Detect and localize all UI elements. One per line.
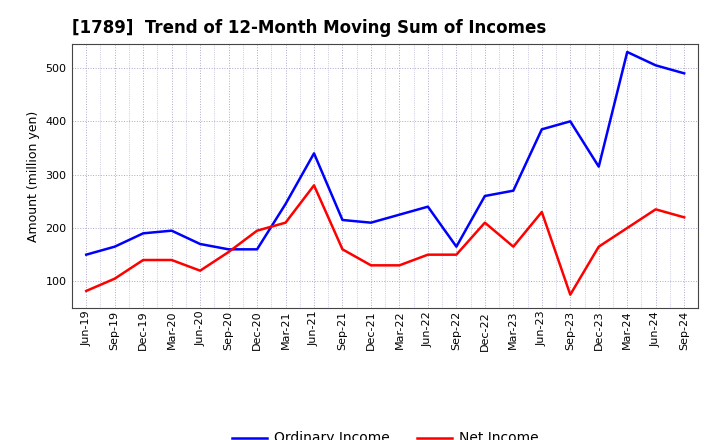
Ordinary Income [423,204,432,209]
Ordinary Income [253,247,261,252]
Ordinary Income [338,217,347,223]
Net Income [282,220,290,225]
Ordinary Income [623,49,631,55]
Ordinary Income [537,127,546,132]
Ordinary Income [452,244,461,249]
Ordinary Income [139,231,148,236]
Y-axis label: Amount (million yen): Amount (million yen) [27,110,40,242]
Net Income [139,257,148,263]
Ordinary Income [652,62,660,68]
Net Income [82,288,91,293]
Net Income [423,252,432,257]
Net Income [338,247,347,252]
Net Income [623,225,631,231]
Legend: Ordinary Income, Net Income: Ordinary Income, Net Income [226,426,544,440]
Text: [1789]  Trend of 12-Month Moving Sum of Incomes: [1789] Trend of 12-Month Moving Sum of I… [72,19,546,37]
Net Income [225,249,233,255]
Net Income [452,252,461,257]
Ordinary Income [395,212,404,217]
Line: Net Income: Net Income [86,185,684,295]
Net Income [310,183,318,188]
Net Income [196,268,204,273]
Ordinary Income [282,202,290,207]
Ordinary Income [480,193,489,198]
Ordinary Income [595,164,603,169]
Net Income [167,257,176,263]
Ordinary Income [680,71,688,76]
Net Income [537,209,546,215]
Ordinary Income [167,228,176,233]
Ordinary Income [509,188,518,193]
Net Income [110,276,119,281]
Net Income [652,207,660,212]
Ordinary Income [366,220,375,225]
Net Income [595,244,603,249]
Line: Ordinary Income: Ordinary Income [86,52,684,255]
Net Income [480,220,489,225]
Ordinary Income [110,244,119,249]
Net Income [366,263,375,268]
Ordinary Income [225,247,233,252]
Net Income [680,215,688,220]
Net Income [566,292,575,297]
Net Income [509,244,518,249]
Ordinary Income [82,252,91,257]
Ordinary Income [310,150,318,156]
Net Income [253,228,261,233]
Ordinary Income [196,242,204,247]
Net Income [395,263,404,268]
Ordinary Income [566,119,575,124]
